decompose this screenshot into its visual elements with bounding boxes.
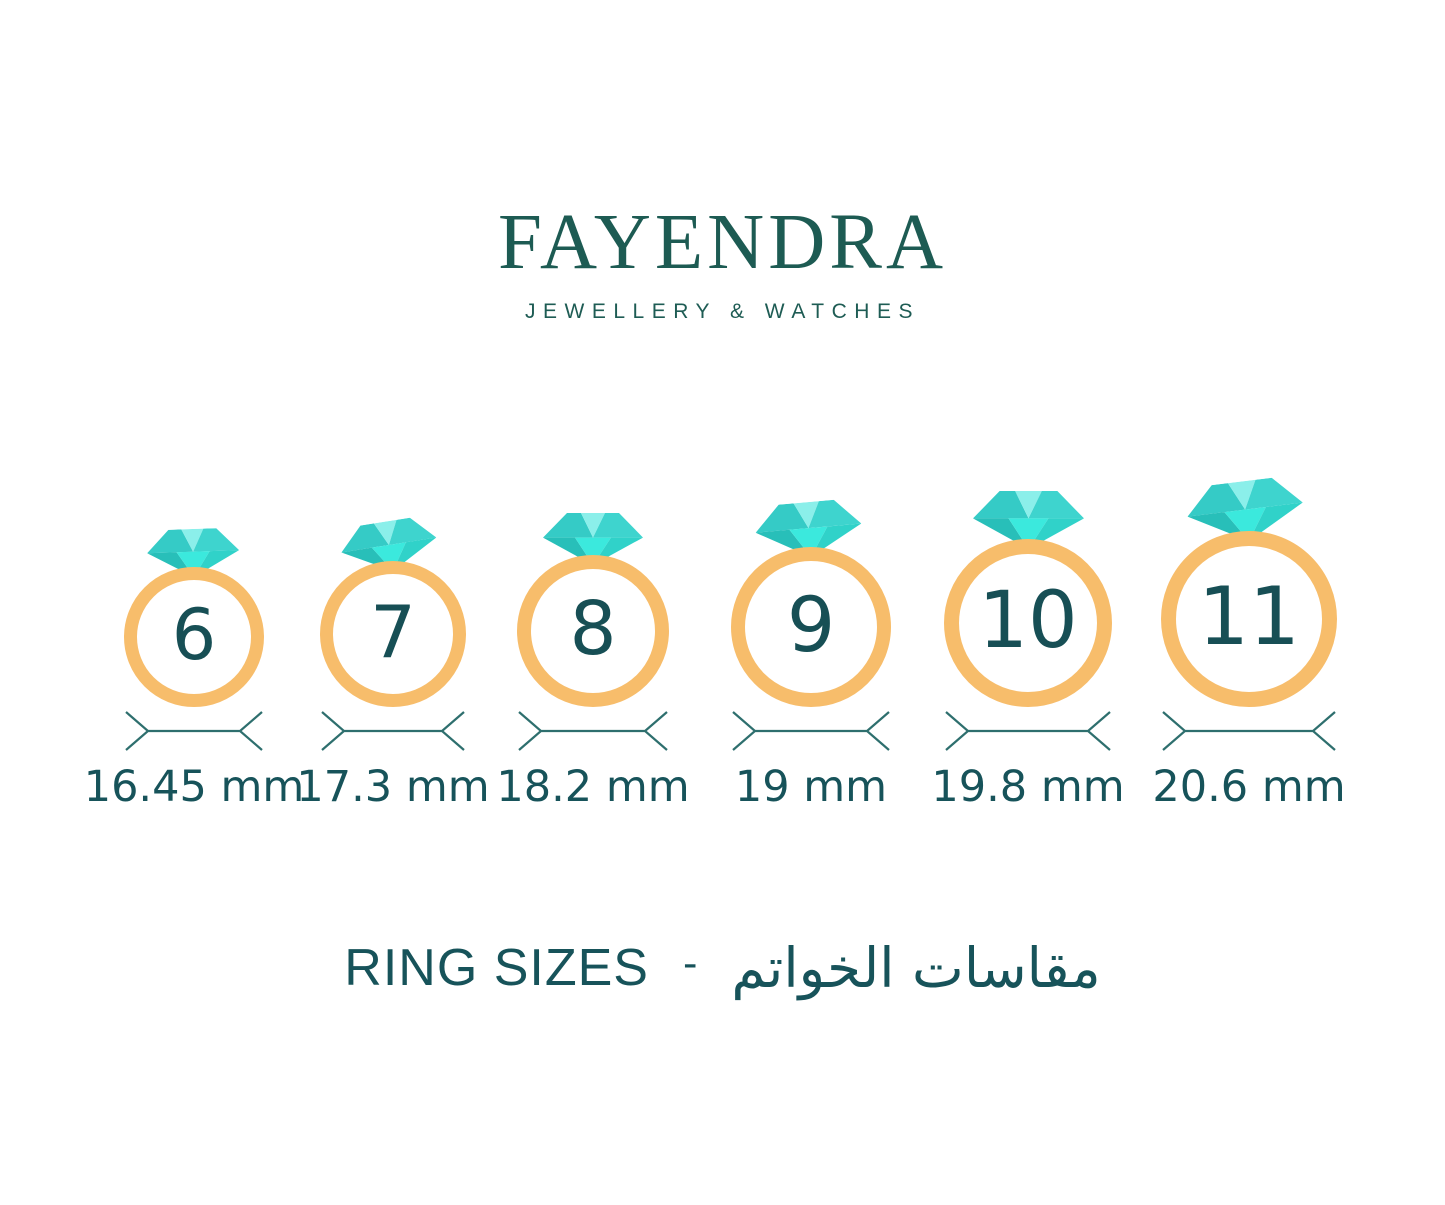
ring-size-number: 9 [786,580,836,669]
brand-logo: FAYENDRA JEWELLERY & WATCHES [0,203,1445,324]
ring-diameter-label: 19.8 mm [931,762,1125,812]
ring-diameter-label: 19 mm [734,762,888,812]
dimension-line [732,711,890,751]
ring: 9 [731,499,891,707]
caption: RING SIZES - مقاسات الخواتم [0,936,1445,1000]
ring-diameter-label: 16.45 mm [83,762,305,812]
ring-size-number: 10 [978,576,1078,666]
caption-separator: - [682,941,698,987]
ring-band: 9 [731,547,891,707]
caption-ring-sizes-ar: مقاسات الخواتم [731,936,1101,1000]
dimension-line [321,711,465,751]
ring: 7 [320,517,466,707]
ring-size-number: 11 [1198,570,1300,663]
ring-band: 10 [944,539,1112,707]
ring: 10 [944,491,1112,707]
ring-band: 7 [320,561,466,707]
ring-diameter-label: 17.3 mm [296,762,490,812]
ring-diameter-label: 20.6 mm [1152,762,1346,812]
ring-size-number: 7 [370,590,416,674]
ring-band: 8 [517,555,669,707]
diamond-icon [972,491,1084,549]
ring-band: 11 [1161,531,1337,707]
ring: 11 [1161,477,1337,707]
caption-ring-sizes-en: RING SIZES [344,939,649,997]
ring: 6 [124,528,264,707]
ring-band: 6 [124,567,264,707]
dimension-line [945,711,1111,751]
dimension-line [125,711,263,751]
dimension-line [1162,711,1336,751]
brand-name: FAYENDRA [497,199,948,286]
dimension-line [518,711,668,751]
ring-size-number: 6 [171,594,217,676]
ring-size-number: 8 [569,586,617,672]
ring-diameter-label: 18.2 mm [496,762,690,812]
brand-tagline: JEWELLERY & WATCHES [525,300,920,323]
ring: 8 [517,513,669,707]
